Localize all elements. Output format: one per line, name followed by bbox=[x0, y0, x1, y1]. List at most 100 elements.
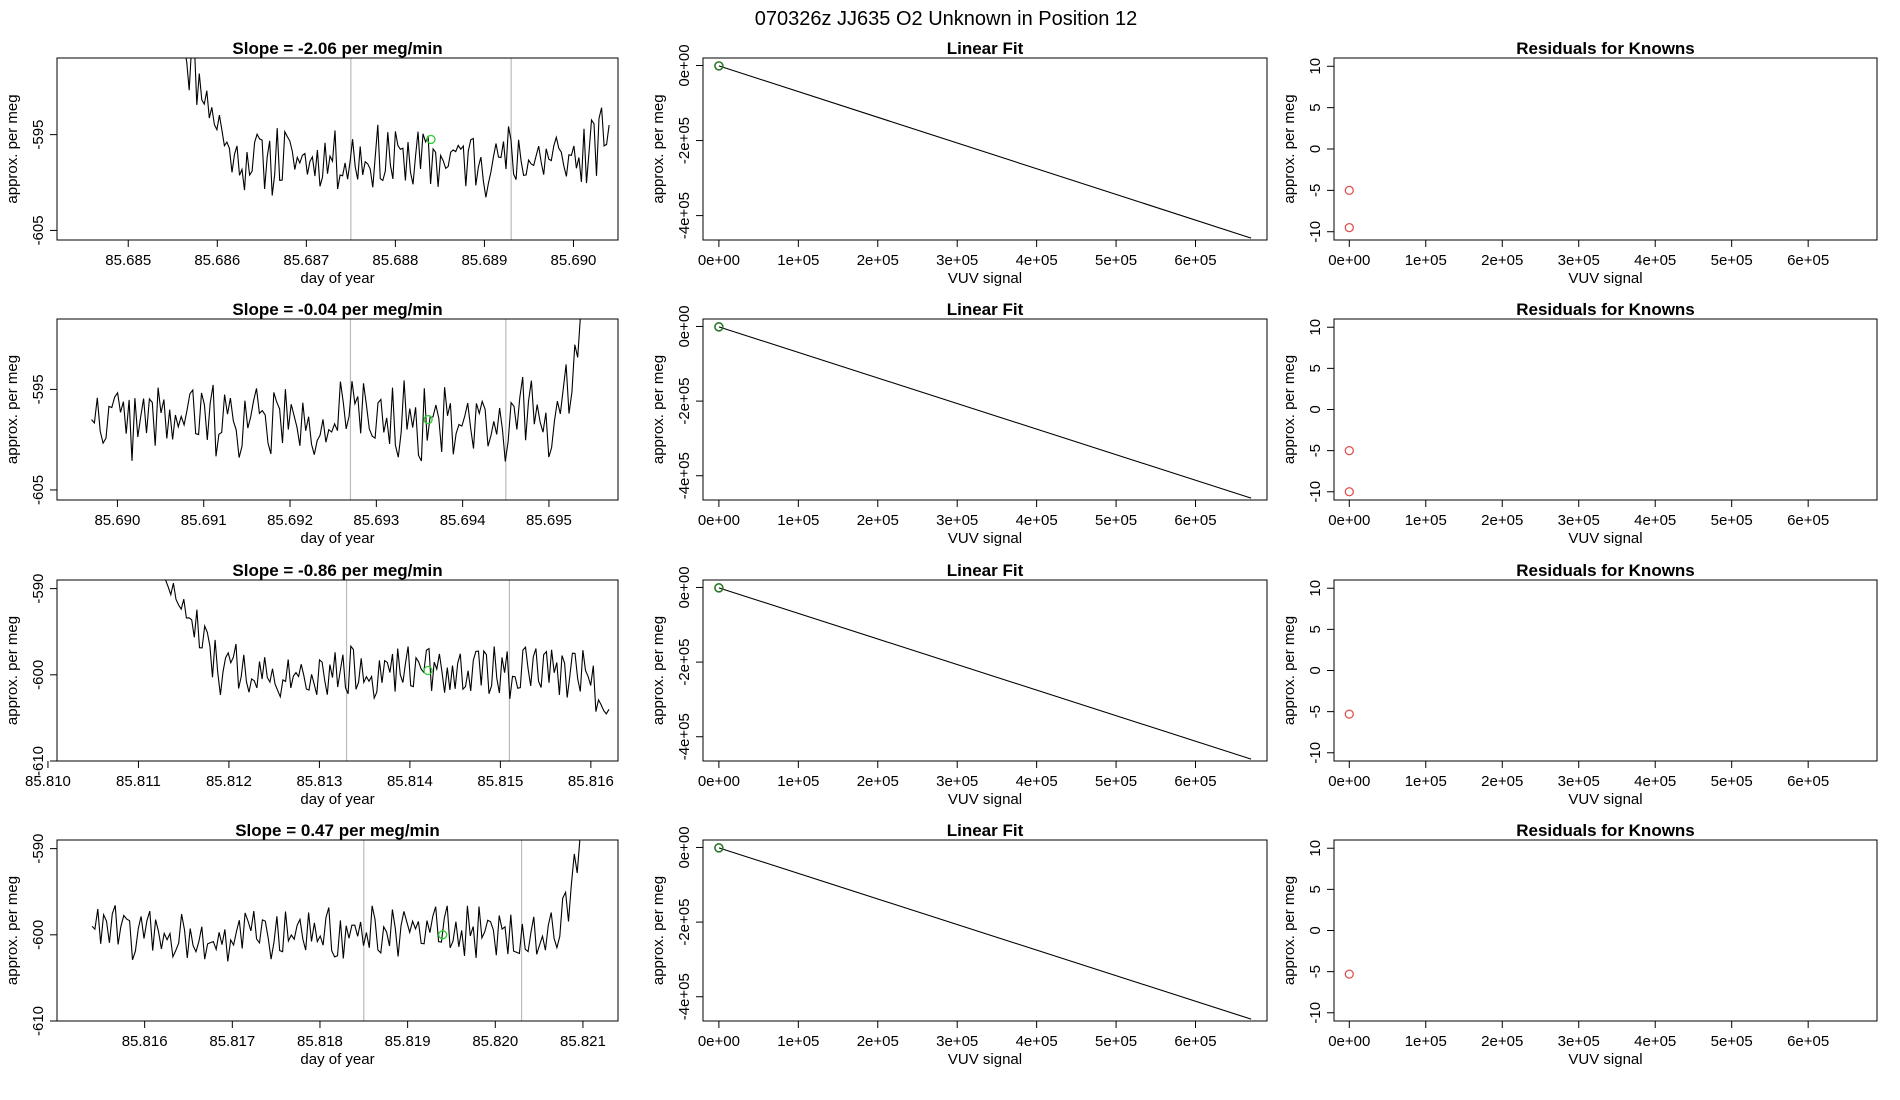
y-tick-label: 0e+00 bbox=[676, 826, 693, 868]
x-tick-label: 4e+05 bbox=[1634, 252, 1676, 269]
panel-r1-time-series: Slope = -2.06 per meg/min 85.685 85.686 85.… bbox=[4, 39, 619, 287]
x-axis-label: VUV signal bbox=[948, 791, 1022, 808]
y-tick-label: -4e+05 bbox=[676, 452, 693, 499]
panel-r4-time-series: Slope = 0.47 per meg/min 85.816 85.817 85.8… bbox=[4, 821, 619, 1068]
x-tick-label: 1e+05 bbox=[777, 252, 819, 269]
x-axis-label: VUV signal bbox=[1568, 1051, 1642, 1068]
x-tick-label: 4e+05 bbox=[1016, 252, 1058, 269]
y-tick-label: -2e+05 bbox=[676, 378, 693, 425]
x-tick-label: 0e+00 bbox=[698, 1033, 740, 1050]
x-tick-label: 85.691 bbox=[181, 512, 227, 529]
x-tick-label: 85.685 bbox=[105, 252, 151, 269]
y-tick-label: -2e+05 bbox=[676, 639, 693, 686]
y-tick-label: -10 bbox=[1307, 742, 1324, 764]
y-tick-label: -4e+05 bbox=[676, 192, 693, 239]
x-tick-label: 85.820 bbox=[472, 1033, 518, 1050]
y-tick-label: -605 bbox=[30, 475, 47, 505]
x-axis-label: day of year bbox=[300, 791, 374, 808]
x-tick-label: 0e+00 bbox=[1328, 773, 1370, 790]
panel-r4-residuals: Residuals for Knowns 0e+00 1e+05 2e+05 3e+05… bbox=[1281, 821, 1878, 1068]
x-tick-label: 2e+05 bbox=[1481, 512, 1523, 529]
y-tick-label: 0 bbox=[1307, 926, 1324, 934]
y-tick-label: 5 bbox=[1307, 364, 1324, 372]
y-tick-label: 10 bbox=[1307, 58, 1324, 75]
panel-r2-residuals: Residuals for Knowns 0e+00 1e+05 2e+05 3e+05… bbox=[1281, 300, 1878, 547]
x-tick-label: 0e+00 bbox=[1328, 1033, 1370, 1050]
x-tick-label: 6e+05 bbox=[1787, 512, 1829, 529]
x-tick-label: 5e+05 bbox=[1095, 1033, 1137, 1050]
x-tick-label: 0e+00 bbox=[698, 773, 740, 790]
y-axis-label: approx. per meg bbox=[650, 876, 667, 985]
x-tick-label: 85.821 bbox=[560, 1033, 606, 1050]
x-tick-label: 85.690 bbox=[94, 512, 140, 529]
y-tick-label: 0 bbox=[1307, 405, 1324, 413]
panel-title: Residuals for Knowns bbox=[1516, 561, 1695, 580]
fit-point bbox=[714, 61, 724, 71]
x-tick-label: 0e+00 bbox=[1328, 512, 1370, 529]
x-tick-label: 1e+05 bbox=[777, 773, 819, 790]
unknown-marker bbox=[423, 414, 433, 425]
x-tick-label: 5e+05 bbox=[1095, 512, 1137, 529]
x-tick-label: 1e+05 bbox=[1405, 512, 1447, 529]
x-tick-label: 3e+05 bbox=[1558, 773, 1600, 790]
residual-point bbox=[1344, 969, 1354, 979]
x-axis-label: day of year bbox=[300, 530, 374, 547]
y-tick-label: 0e+00 bbox=[676, 44, 693, 86]
data-series-line bbox=[185, 58, 610, 198]
x-tick-label: 1e+05 bbox=[1405, 1033, 1447, 1050]
residual-point bbox=[1344, 185, 1354, 196]
x-tick-label: 0e+00 bbox=[1328, 252, 1370, 269]
panel-title: Linear Fit bbox=[947, 561, 1024, 580]
y-axis-label: approx. per meg bbox=[4, 355, 21, 464]
x-tick-label: 6e+05 bbox=[1174, 252, 1216, 269]
x-tick-label: 5e+05 bbox=[1711, 252, 1753, 269]
y-tick-label: -10 bbox=[1307, 481, 1324, 503]
x-tick-label: 0e+00 bbox=[698, 512, 740, 529]
x-tick-label: 5e+05 bbox=[1095, 252, 1137, 269]
y-axis-label: approx. per meg bbox=[1281, 355, 1298, 464]
panel-title: Slope = 0.47 per meg/min bbox=[235, 821, 440, 840]
x-axis-label: VUV signal bbox=[948, 1051, 1022, 1068]
x-tick-label: 1e+05 bbox=[777, 1033, 819, 1050]
panel-r1-residuals: Residuals for Knowns 0e+00 1e+05 2e+05 3e+05… bbox=[1281, 39, 1878, 287]
y-tick-label: -5 bbox=[1307, 705, 1324, 718]
y-tick-label: -610 bbox=[30, 746, 47, 776]
y-tick-label: -10 bbox=[1307, 1002, 1324, 1024]
x-tick-label: 3e+05 bbox=[936, 1033, 978, 1050]
x-tick-label: 3e+05 bbox=[936, 252, 978, 269]
unknown-marker bbox=[423, 665, 433, 676]
x-tick-label: 4e+05 bbox=[1634, 512, 1676, 529]
panel-title: Slope = -0.86 per meg/min bbox=[232, 561, 442, 580]
x-tick-label: 85.689 bbox=[461, 252, 507, 269]
plot-frame bbox=[1333, 318, 1878, 501]
fit-point bbox=[714, 583, 724, 593]
y-tick-label: 10 bbox=[1307, 319, 1324, 336]
unknown-marker bbox=[438, 930, 448, 940]
x-tick-label: 85.695 bbox=[526, 512, 572, 529]
y-tick-label: -595 bbox=[30, 374, 47, 404]
y-tick-label: -5 bbox=[1307, 444, 1324, 457]
fit-point bbox=[714, 322, 724, 332]
y-axis-label: approx. per meg bbox=[4, 94, 21, 203]
x-tick-label: 85.818 bbox=[297, 1033, 343, 1050]
data-series-line bbox=[165, 580, 610, 715]
panel-r1-linear-fit: Linear Fit 0e+00 1e+05 2e+05 3e+05 4e+05 5e+05… bbox=[650, 39, 1268, 287]
x-axis-label: VUV signal bbox=[1568, 270, 1642, 287]
x-axis-label: VUV signal bbox=[948, 530, 1022, 547]
y-axis-label: approx. per meg bbox=[1281, 94, 1298, 203]
y-tick-label: 10 bbox=[1307, 580, 1324, 597]
x-axis-label: day of year bbox=[300, 270, 374, 287]
panel-title: Linear Fit bbox=[947, 300, 1024, 319]
plot-frame bbox=[1333, 839, 1878, 1022]
plot-frame bbox=[702, 579, 1268, 762]
panel-title: Residuals for Knowns bbox=[1516, 39, 1695, 58]
y-tick-label: 0 bbox=[1307, 666, 1324, 674]
x-tick-label: 85.813 bbox=[296, 773, 342, 790]
plot-frame bbox=[56, 57, 619, 241]
y-tick-label: -610 bbox=[30, 1006, 47, 1036]
panel-r3-time-series: Slope = -0.86 per meg/min 85.810 85.811 85.… bbox=[4, 561, 619, 808]
y-tick-label: -590 bbox=[30, 834, 47, 864]
panel-r3-residuals: Residuals for Knowns 0e+00 1e+05 2e+05 3e+05… bbox=[1281, 561, 1878, 808]
plot-frame bbox=[56, 579, 619, 762]
